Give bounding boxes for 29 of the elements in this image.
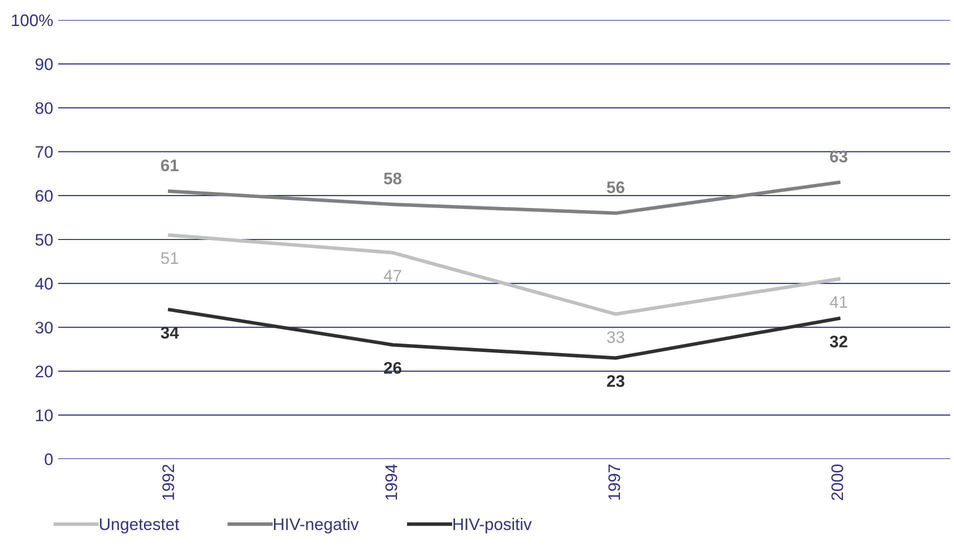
y-tick-label: 0 — [44, 453, 53, 466]
legend-label: HIV-positiv — [453, 518, 532, 534]
x-tick-label: 1992 — [162, 464, 174, 500]
y-tick-label: 90 — [36, 58, 53, 70]
data-label: 51 — [161, 252, 178, 264]
data-label: 61 — [161, 159, 178, 172]
x-tick-label: 2000 — [831, 464, 844, 500]
x-tick-label: 1997 — [608, 464, 620, 500]
y-tick-label: 30 — [35, 322, 53, 334]
legend-label: HIV-negativ — [274, 518, 359, 534]
y-tick-label: 40 — [35, 278, 53, 290]
y-tick-label: 70 — [36, 146, 53, 158]
data-label: 58 — [384, 172, 402, 184]
legend-label: Ungetestet — [100, 518, 180, 534]
y-tick-label: 20 — [36, 366, 53, 378]
data-label: 34 — [160, 326, 179, 339]
data-label: 33 — [607, 331, 624, 344]
data-label: 56 — [606, 181, 624, 194]
data-label: 47 — [384, 270, 402, 282]
data-label: 41 — [830, 296, 848, 308]
y-tick-label: 50 — [35, 234, 53, 246]
y-tick-label: 60 — [36, 190, 53, 202]
y-tick-label: 10 — [36, 409, 53, 422]
data-label: 32 — [830, 336, 848, 348]
y-tick-label: 80 — [36, 102, 53, 114]
x-tick-label: 1994 — [385, 464, 398, 500]
data-label: 63 — [830, 150, 848, 162]
y-tick-label: 100% — [12, 14, 53, 26]
data-label: 23 — [607, 375, 624, 387]
